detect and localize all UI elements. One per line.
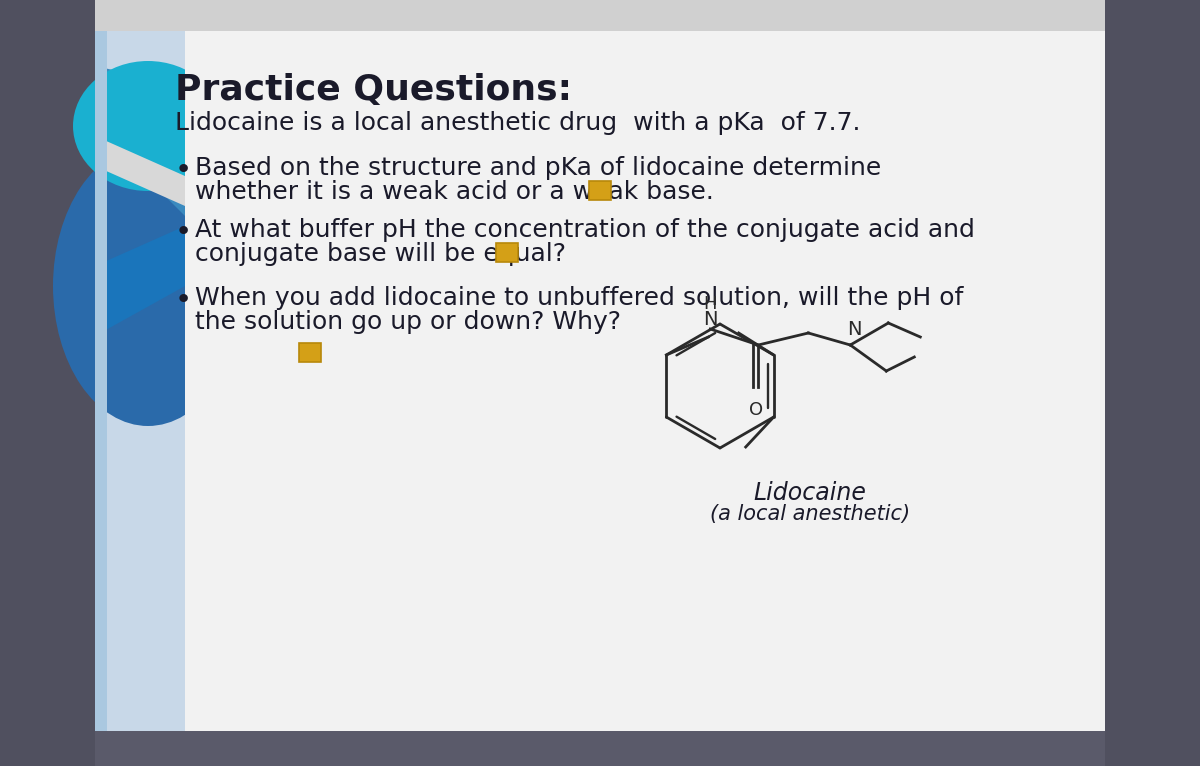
Text: •: •: [175, 286, 192, 314]
FancyBboxPatch shape: [95, 31, 185, 731]
FancyBboxPatch shape: [95, 31, 1105, 731]
Text: N: N: [847, 320, 862, 339]
Text: Lidocaine: Lidocaine: [754, 481, 866, 505]
Text: When you add lidocaine to unbuffered solution, will the pH of: When you add lidocaine to unbuffered sol…: [194, 286, 964, 310]
Text: •: •: [175, 218, 192, 246]
Text: whether it is a weak acid or a weak base.: whether it is a weak acid or a weak base…: [194, 180, 714, 204]
FancyBboxPatch shape: [589, 181, 611, 200]
Text: At what buffer pH the concentration of the conjugate acid and: At what buffer pH the concentration of t…: [194, 218, 974, 242]
Ellipse shape: [73, 61, 223, 191]
Text: Practice Questions:: Practice Questions:: [175, 73, 572, 107]
Ellipse shape: [53, 146, 242, 426]
Polygon shape: [95, 136, 185, 206]
Polygon shape: [95, 226, 185, 336]
Polygon shape: [95, 66, 185, 216]
Text: the solution go up or down? Why?: the solution go up or down? Why?: [194, 310, 622, 334]
FancyBboxPatch shape: [299, 343, 322, 362]
FancyBboxPatch shape: [1105, 0, 1200, 766]
Text: Lidocaine is a local anesthetic drug  with a pKa  of 7.7.: Lidocaine is a local anesthetic drug wit…: [175, 111, 860, 135]
FancyBboxPatch shape: [496, 243, 518, 262]
Text: (a local anesthetic): (a local anesthetic): [710, 504, 910, 524]
FancyBboxPatch shape: [185, 31, 1105, 731]
Text: H: H: [703, 295, 718, 313]
Text: conjugate base will be equal?: conjugate base will be equal?: [194, 242, 566, 266]
Text: •: •: [175, 156, 192, 184]
Text: Based on the structure and pKa of lidocaine determine: Based on the structure and pKa of lidoca…: [194, 156, 881, 180]
FancyBboxPatch shape: [95, 0, 1105, 31]
FancyBboxPatch shape: [95, 31, 107, 731]
Text: N: N: [703, 310, 718, 329]
Text: O: O: [749, 401, 763, 419]
FancyBboxPatch shape: [0, 0, 95, 766]
